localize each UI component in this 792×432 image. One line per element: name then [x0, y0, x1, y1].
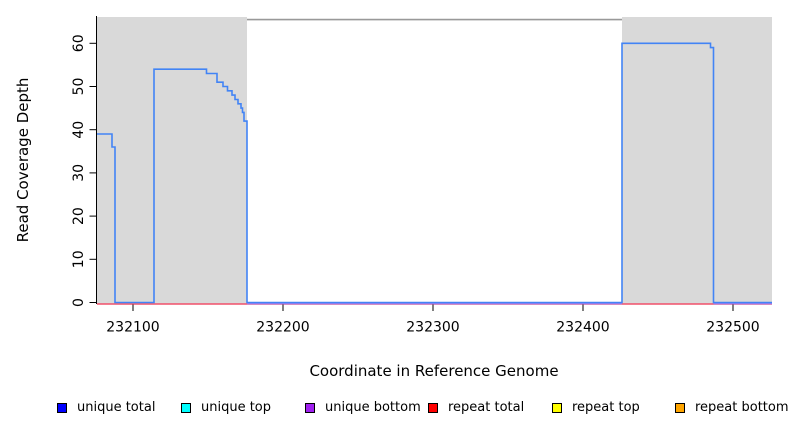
y-tick-label: 40: [71, 121, 87, 139]
repeat-region-shade: [622, 17, 772, 305]
y-tick-label: 30: [71, 164, 87, 182]
y-tick-label: 20: [71, 207, 87, 225]
x-tick-label: 232100: [106, 320, 159, 336]
coverage-line: [97, 42, 772, 304]
x-axis-title: Coordinate in Reference Genome: [309, 362, 559, 380]
x-tick-label: 232200: [256, 320, 309, 336]
repeat-region-shade: [97, 17, 247, 305]
y-tick-label: 0: [71, 298, 87, 307]
y-tick-label: 60: [71, 34, 87, 52]
y-tick-label: 10: [71, 250, 87, 268]
x-tick-label: 232300: [406, 320, 459, 336]
y-axis-title: Read Coverage Depth: [14, 77, 32, 243]
x-tick-label: 232400: [556, 320, 609, 336]
x-tick-label: 232500: [706, 320, 759, 336]
y-tick-label: 50: [71, 78, 87, 96]
